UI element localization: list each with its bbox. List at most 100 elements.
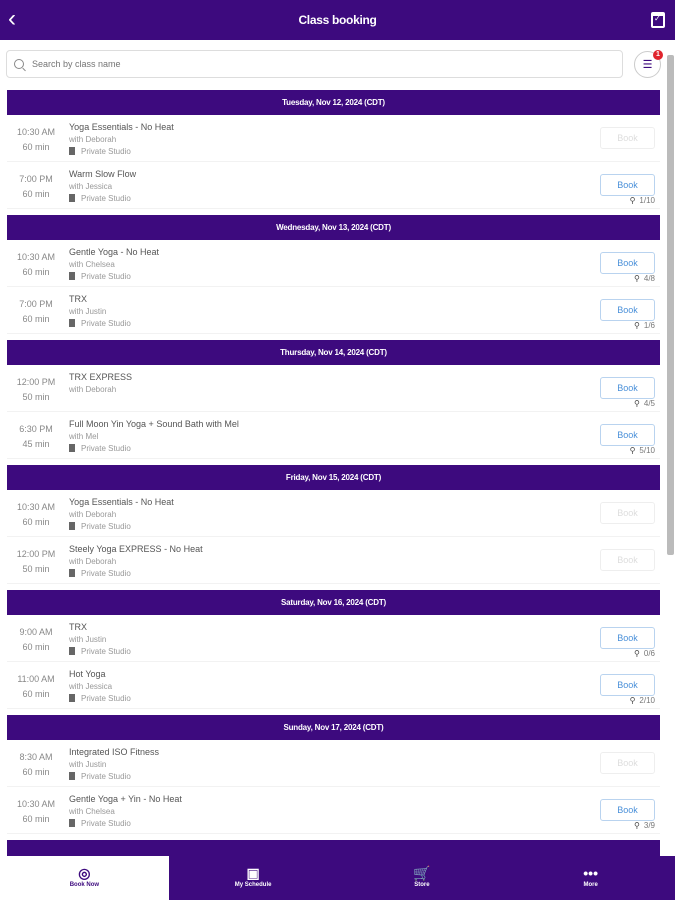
class-row[interactable]: 10:30 AM 60 min Gentle Yoga - No Heat with… [7, 240, 660, 287]
class-time: 12:00 PM 50 min [7, 547, 65, 577]
location: Private Studio [69, 318, 131, 331]
location: Private Studio [69, 646, 131, 659]
location: Private Studio [69, 443, 239, 456]
book-button[interactable]: Book [600, 174, 655, 196]
book-button[interactable]: Book [600, 674, 655, 696]
tab-label: Book Now [69, 882, 100, 888]
class-row[interactable]: 12:00 PM 50 min Steely Yoga EXPRESS - No … [7, 537, 660, 584]
capacity: 3/9 [634, 821, 655, 830]
scrollbar[interactable] [667, 55, 674, 555]
class-time: 6:30 PM 45 min [7, 422, 65, 452]
class-time: 12:00 PM 50 min [7, 375, 65, 405]
capacity: 5/10 [630, 446, 655, 455]
class-time: 7:00 PM 60 min [7, 297, 65, 327]
location: Private Studio [69, 818, 182, 831]
class-row[interactable]: 7:00 PM 60 min Warm Slow Flow with Jessica… [7, 162, 660, 209]
book-button[interactable]: Book [600, 799, 655, 821]
start-time: 12:00 PM [16, 549, 56, 559]
class-info: Yoga Essentials - No Heat with Deborah Pri… [69, 121, 174, 159]
class-row[interactable]: 12:00 PM 50 min TRX EXPRESS with Deborah B… [7, 365, 660, 412]
class-name: Integrated ISO Fitness [69, 747, 160, 757]
instructor: with Deborah [69, 384, 117, 394]
class-info: Gentle Yoga + Yin - No Heat with Chelsea P… [69, 793, 182, 831]
bottom-nav: ◎ Book Now ▣ My Schedule 🛒 Store ••• More [0, 856, 675, 900]
class-name: Yoga Essentials - No Heat [69, 122, 174, 132]
duration: 60 min [22, 189, 50, 199]
start-time: 10:30 AM [16, 127, 56, 137]
calendar-check-icon[interactable] [651, 12, 665, 28]
class-name: Full Moon Yin Yoga + Sound Bath with Mel [69, 419, 239, 429]
location: Private Studio [69, 521, 174, 534]
location: Private Studio [69, 271, 159, 284]
book-button[interactable]: Book [600, 377, 655, 399]
duration: 60 min [22, 517, 50, 527]
class-row[interactable]: 6:30 PM 45 min Full Moon Yin Yoga + Sound… [7, 412, 660, 459]
book-button[interactable]: Book [600, 252, 655, 274]
tab-my-schedule[interactable]: ▣ My Schedule [169, 856, 338, 900]
class-time: 7:00 PM 60 min [7, 172, 65, 202]
capacity: 1/10 [630, 196, 655, 205]
location: Private Studio [69, 693, 131, 706]
class-info: TRX with Justin Private Studio [69, 621, 131, 659]
start-time: 7:00 PM [19, 299, 53, 309]
start-time: 7:00 PM [19, 174, 53, 184]
class-name: Steely Yoga EXPRESS - No Heat [69, 544, 203, 554]
tab-more[interactable]: ••• More [506, 856, 675, 900]
day-header: Wednesday, Nov 13, 2024 (CDT) [7, 215, 660, 240]
class-info: Gentle Yoga - No Heat with Chelsea Private… [69, 246, 159, 284]
duration: 45 min [22, 439, 50, 449]
duration: 60 min [22, 267, 50, 277]
start-time: 12:00 PM [16, 377, 56, 387]
capacity: 0/6 [634, 649, 655, 658]
class-name: Gentle Yoga - No Heat [69, 247, 160, 257]
class-row[interactable]: 11:00 AM 60 min Hot Yoga with Jessica Priva… [7, 662, 660, 709]
class-info: Warm Slow Flow with Jessica Private Studio [69, 168, 136, 206]
book-button[interactable]: Book [600, 549, 655, 571]
instructor: with Justin [69, 634, 107, 644]
class-row[interactable]: 10:30 AM 60 min Yoga Essentials - No Heat… [7, 115, 660, 162]
duration: 60 min [22, 642, 50, 652]
start-time: 6:30 PM [19, 424, 53, 434]
book-button[interactable]: Book [600, 502, 655, 524]
class-time: 8:30 AM 60 min [7, 750, 65, 780]
tab-store[interactable]: 🛒 Store [338, 856, 507, 900]
class-row[interactable]: 9:00 AM 60 min TRX with Justin Private Stud… [7, 615, 660, 662]
book-button[interactable]: Book [600, 627, 655, 649]
start-time: 10:30 AM [16, 799, 56, 809]
sliders-icon: ☰ [642, 59, 653, 71]
search-bar [6, 50, 623, 78]
class-name: TRX EXPRESS [69, 372, 133, 382]
class-row[interactable]: 10:30 AM 60 min Yoga Essentials - No Heat… [7, 490, 660, 537]
class-time: 10:30 AM 60 min [7, 125, 65, 155]
tab-book-now[interactable]: ◎ Book Now [0, 856, 169, 900]
class-row[interactable]: 7:00 PM 60 min TRX with Justin Private Stud… [7, 287, 660, 334]
start-time: 10:30 AM [16, 252, 56, 262]
filter-button[interactable]: ☰ [634, 51, 661, 78]
book-button[interactable]: Book [600, 424, 655, 446]
book-button[interactable]: Book [600, 127, 655, 149]
tab-label: Store [414, 882, 430, 888]
book-button[interactable]: Book [600, 299, 655, 321]
tab-label: More [583, 882, 598, 888]
class-info: Hot Yoga with Jessica Private Studio [69, 668, 131, 706]
class-row[interactable]: 8:30 AM 60 min Integrated ISO Fitness with… [7, 740, 660, 787]
calendar-icon: ▣ [246, 865, 260, 881]
duration: 60 min [22, 767, 50, 777]
class-info: TRX EXPRESS with Deborah [69, 371, 132, 396]
capacity: 1/6 [634, 321, 655, 330]
more-dots-icon: ••• [583, 865, 598, 881]
chevron-left-icon[interactable]: ‹ [8, 5, 16, 32]
class-time: 10:30 AM 60 min [7, 500, 65, 530]
book-button[interactable]: Book [600, 752, 655, 774]
filter-badge: 1 [653, 50, 663, 60]
day-header: Friday, Nov 15, 2024 (CDT) [7, 465, 660, 490]
duration: 60 min [22, 314, 50, 324]
location: Private Studio [69, 771, 159, 784]
class-name: Gentle Yoga + Yin - No Heat [69, 794, 182, 804]
cart-icon: 🛒 [413, 865, 431, 881]
instructor: with Justin [69, 306, 107, 316]
class-row[interactable]: 10:30 AM 60 min Gentle Yoga + Yin - No He… [7, 787, 660, 834]
search-input[interactable] [32, 59, 592, 69]
day-header: Sunday, Nov 17, 2024 (CDT) [7, 715, 660, 740]
capacity: 2/10 [630, 696, 655, 705]
